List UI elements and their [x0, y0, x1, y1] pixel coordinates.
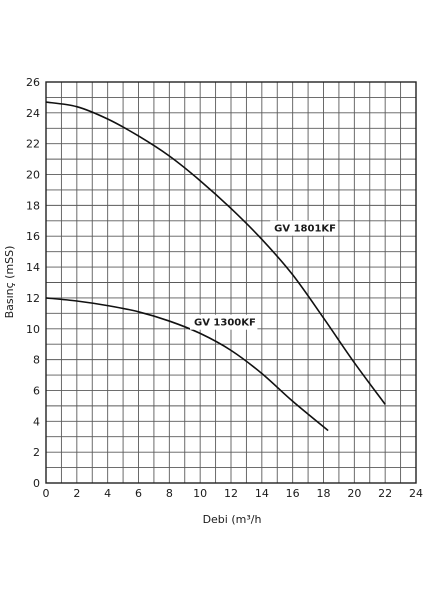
series-labels: GV 1801KF GV 1300KF	[190, 220, 338, 330]
axes	[45, 81, 417, 484]
series-line-gv-1801kf	[45, 101, 386, 405]
y-tick-label: 24	[26, 107, 40, 120]
series-lines	[45, 101, 386, 432]
x-tick-label: 2	[73, 487, 80, 500]
x-tick-label: 8	[166, 487, 173, 500]
y-tick-label: 12	[26, 292, 40, 305]
series-label-bg-gv-1801kf	[270, 220, 338, 236]
x-tick-label: 22	[378, 487, 392, 500]
x-axis-title: Debi (m³/h	[203, 513, 262, 526]
tick-labels: 0 2 4 6 8 10 12 14 16 18 20 22 240246810121416182022…	[26, 76, 423, 500]
y-tick-label: 2	[33, 446, 40, 459]
y-tick-label: 6	[33, 384, 40, 397]
x-tick-label: 20	[347, 487, 361, 500]
y-tick-label: 22	[26, 138, 40, 151]
grid	[46, 82, 416, 483]
x-tick-label: 0	[43, 487, 50, 500]
x-tick-label: 18	[317, 487, 331, 500]
x-tick-label: 14	[255, 487, 269, 500]
y-tick-label: 20	[26, 169, 40, 182]
y-tick-label: 16	[26, 230, 40, 243]
y-tick-label: 8	[33, 354, 40, 367]
y-axis-title: Basınç (mSS)	[3, 246, 16, 319]
y-tick-label: 26	[26, 76, 40, 89]
series-label-gv-1300kf: GV 1300KF	[194, 318, 256, 329]
y-tick-label: 18	[26, 199, 40, 212]
x-tick-label: 16	[286, 487, 300, 500]
x-tick-label: 10	[193, 487, 207, 500]
x-tick-label: 4	[104, 487, 111, 500]
plot-frame	[45, 81, 417, 484]
x-tick-label: 24	[409, 487, 423, 500]
x-tick-label: 6	[135, 487, 142, 500]
x-tick-label: 12	[224, 487, 238, 500]
series-label-bg-gv-1300kf	[190, 314, 258, 330]
series-label-gv-1801kf: GV 1801KF	[274, 224, 336, 235]
y-tick-label: 0	[33, 477, 40, 490]
series-line-gv-1300kf	[45, 297, 329, 432]
y-tick-label: 4	[33, 415, 40, 428]
y-tick-label: 14	[26, 261, 40, 274]
y-tick-label: 10	[26, 323, 40, 336]
